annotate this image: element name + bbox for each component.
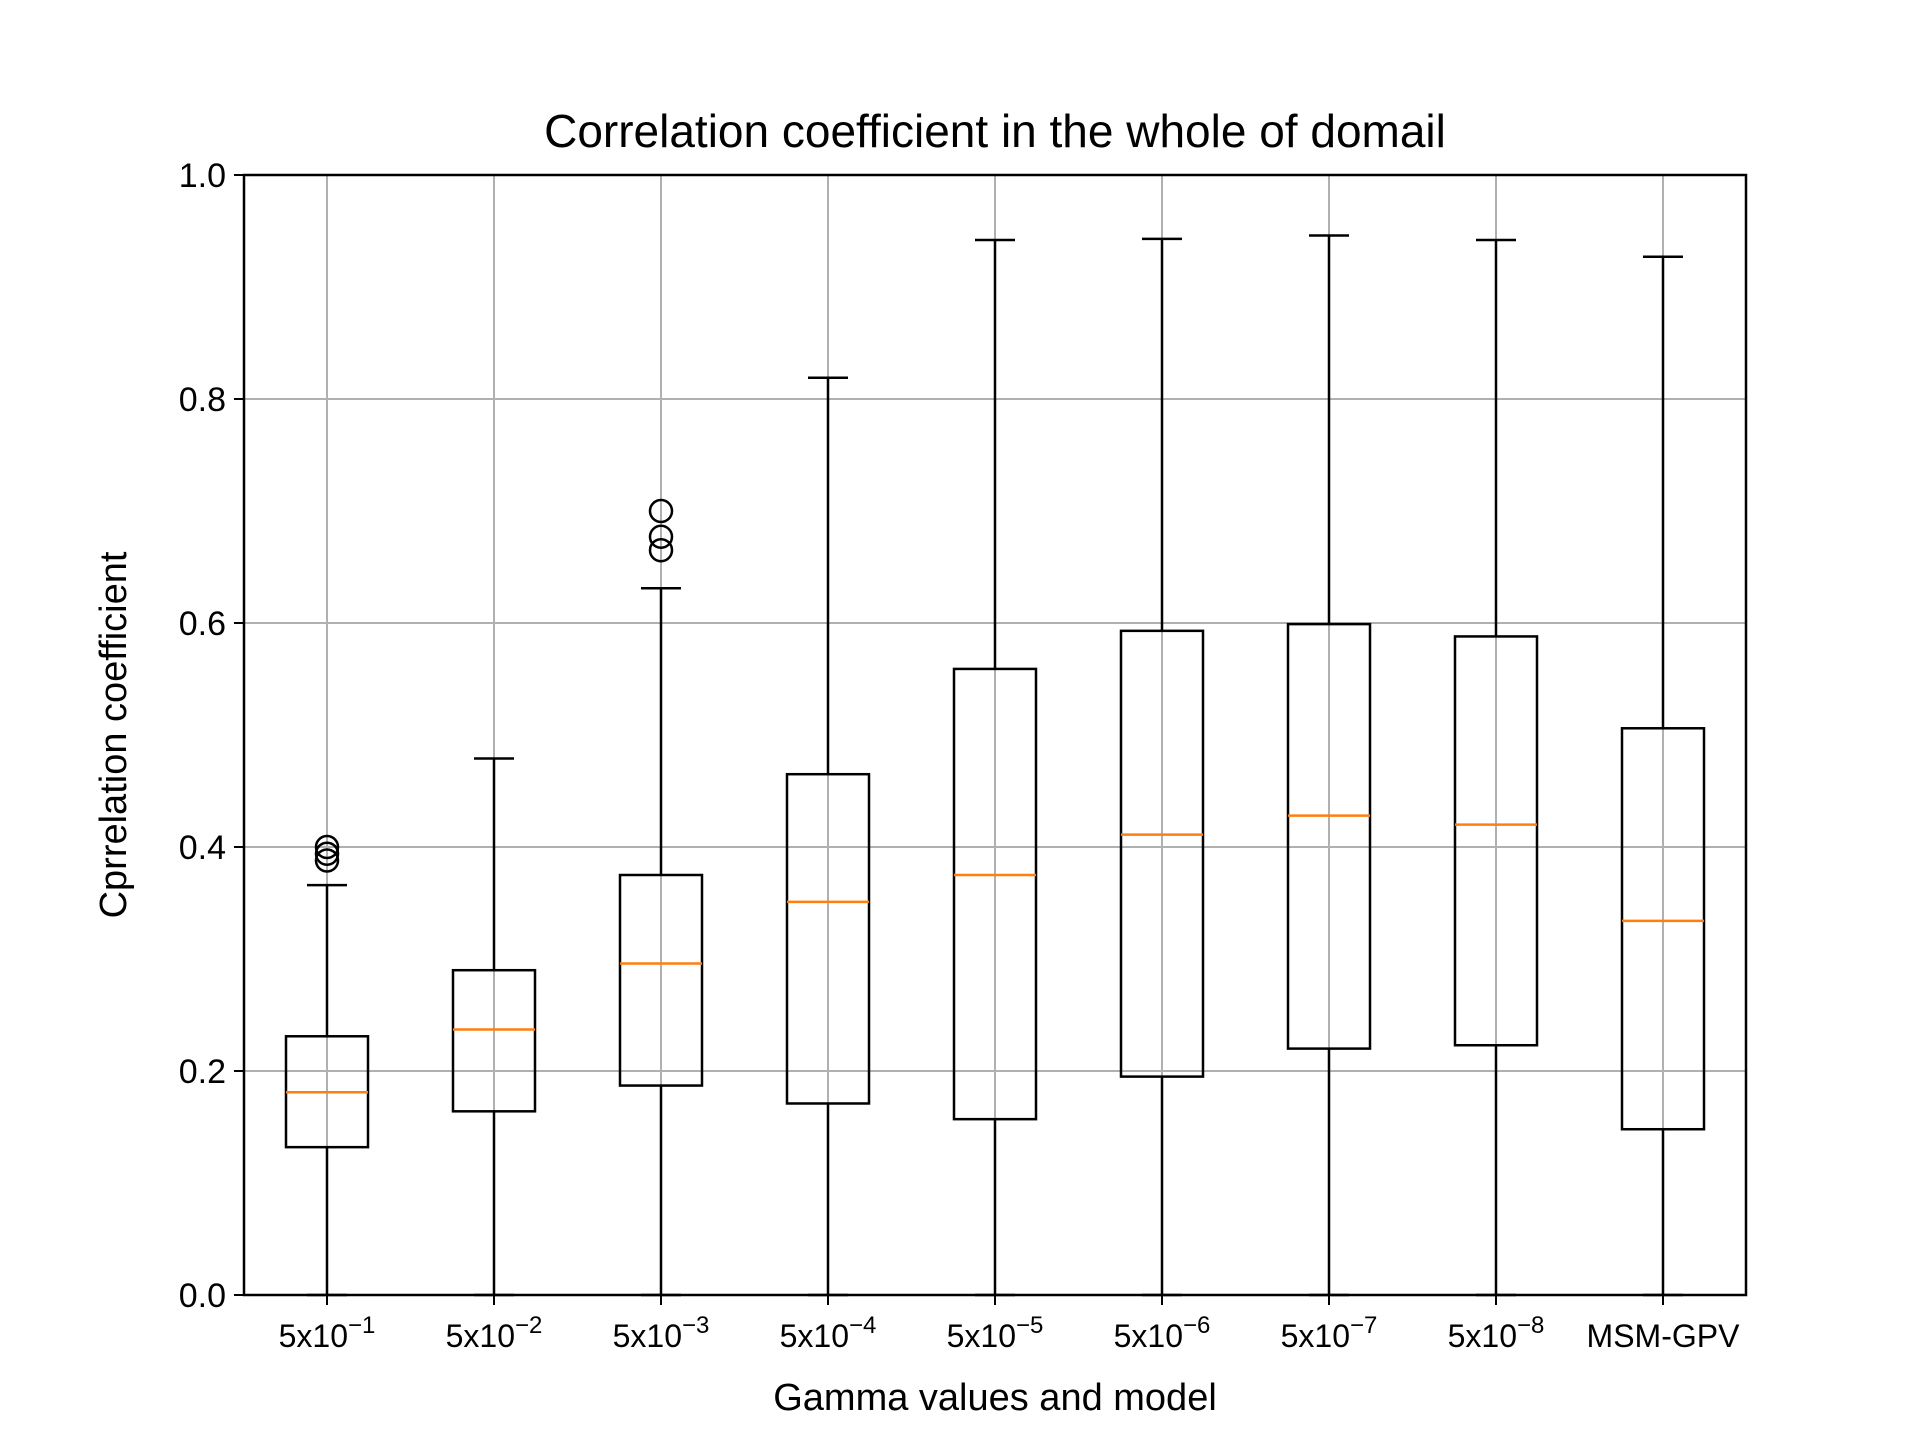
y-tick-label: 0.4 [179,829,226,867]
x-tick-label-base: 5x10 [947,1318,1016,1354]
x-tick-label-exponent: −3 [682,1312,709,1339]
x-tick-label: 5x10−5 [947,1312,1044,1354]
box-item [1119,237,1205,1297]
x-tick-label-exponent: −2 [515,1312,542,1339]
x-tick-label-base: 5x10 [1281,1318,1350,1354]
y-tick-label: 0.2 [179,1053,226,1091]
y-tick-label: 1.0 [179,157,226,195]
y-tick-label: 0.8 [179,381,226,419]
x-tick-label: 5x10−7 [1281,1312,1378,1354]
box-item [451,757,537,1297]
box-item [1620,255,1706,1297]
x-tick-label: 5x10−6 [1114,1312,1211,1354]
box-rect [451,968,537,1113]
x-tick-label-base: 5x10 [613,1318,682,1354]
outlier-point [648,498,674,524]
box-rect [952,667,1038,1121]
outlier-point [648,524,674,550]
x-tick-label: 5x10−2 [446,1312,543,1354]
box-item [618,498,704,1297]
y-tick-label: 0.6 [179,605,226,643]
box-rect [1286,622,1372,1050]
outlier-point [314,848,340,873]
box-rect [618,873,704,1087]
x-tick-label: 5x10−1 [279,1312,376,1354]
x-tick-label-exponent: −5 [1016,1312,1043,1339]
x-tick-label-exponent: −8 [1517,1312,1544,1339]
x-tick-label: 5x10−4 [780,1312,877,1354]
box-item [1286,234,1372,1297]
x-tick-label-base: 5x10 [1114,1318,1183,1354]
outlier-point [648,537,674,563]
boxes-group [284,234,1706,1297]
box-rect [1119,629,1205,1078]
y-tick-label: 0.0 [179,1277,226,1315]
box-rect [1453,635,1539,1047]
x-tick-label-base: 5x10 [446,1318,515,1354]
x-tick-label-base: 5x10 [780,1318,849,1354]
x-tick-label-base: 5x10 [1448,1318,1517,1354]
x-tick-label: 5x10−3 [613,1312,710,1354]
x-tick-label-exponent: −1 [348,1312,375,1339]
x-tick-label-base: MSM-GPV [1587,1318,1741,1354]
x-tick-label-exponent: −7 [1350,1312,1377,1339]
outlier-point [314,834,340,860]
x-tick-label-exponent: −4 [849,1312,876,1339]
box-rect [785,772,871,1105]
chart-title: Correlation coefficient in the whole of … [544,105,1446,157]
x-tick-label: 5x10−8 [1448,1312,1545,1354]
box-rect [1620,727,1706,1131]
x-axis-label: Gamma values and model [773,1377,1217,1419]
x-tick-label-base: 5x10 [279,1318,348,1354]
x-tick-label: MSM-GPV [1587,1318,1741,1354]
outlier-point [314,841,340,866]
x-tick-label-exponent: −6 [1183,1312,1210,1339]
y-axis-label: Cprrelation coefficient [93,551,135,918]
